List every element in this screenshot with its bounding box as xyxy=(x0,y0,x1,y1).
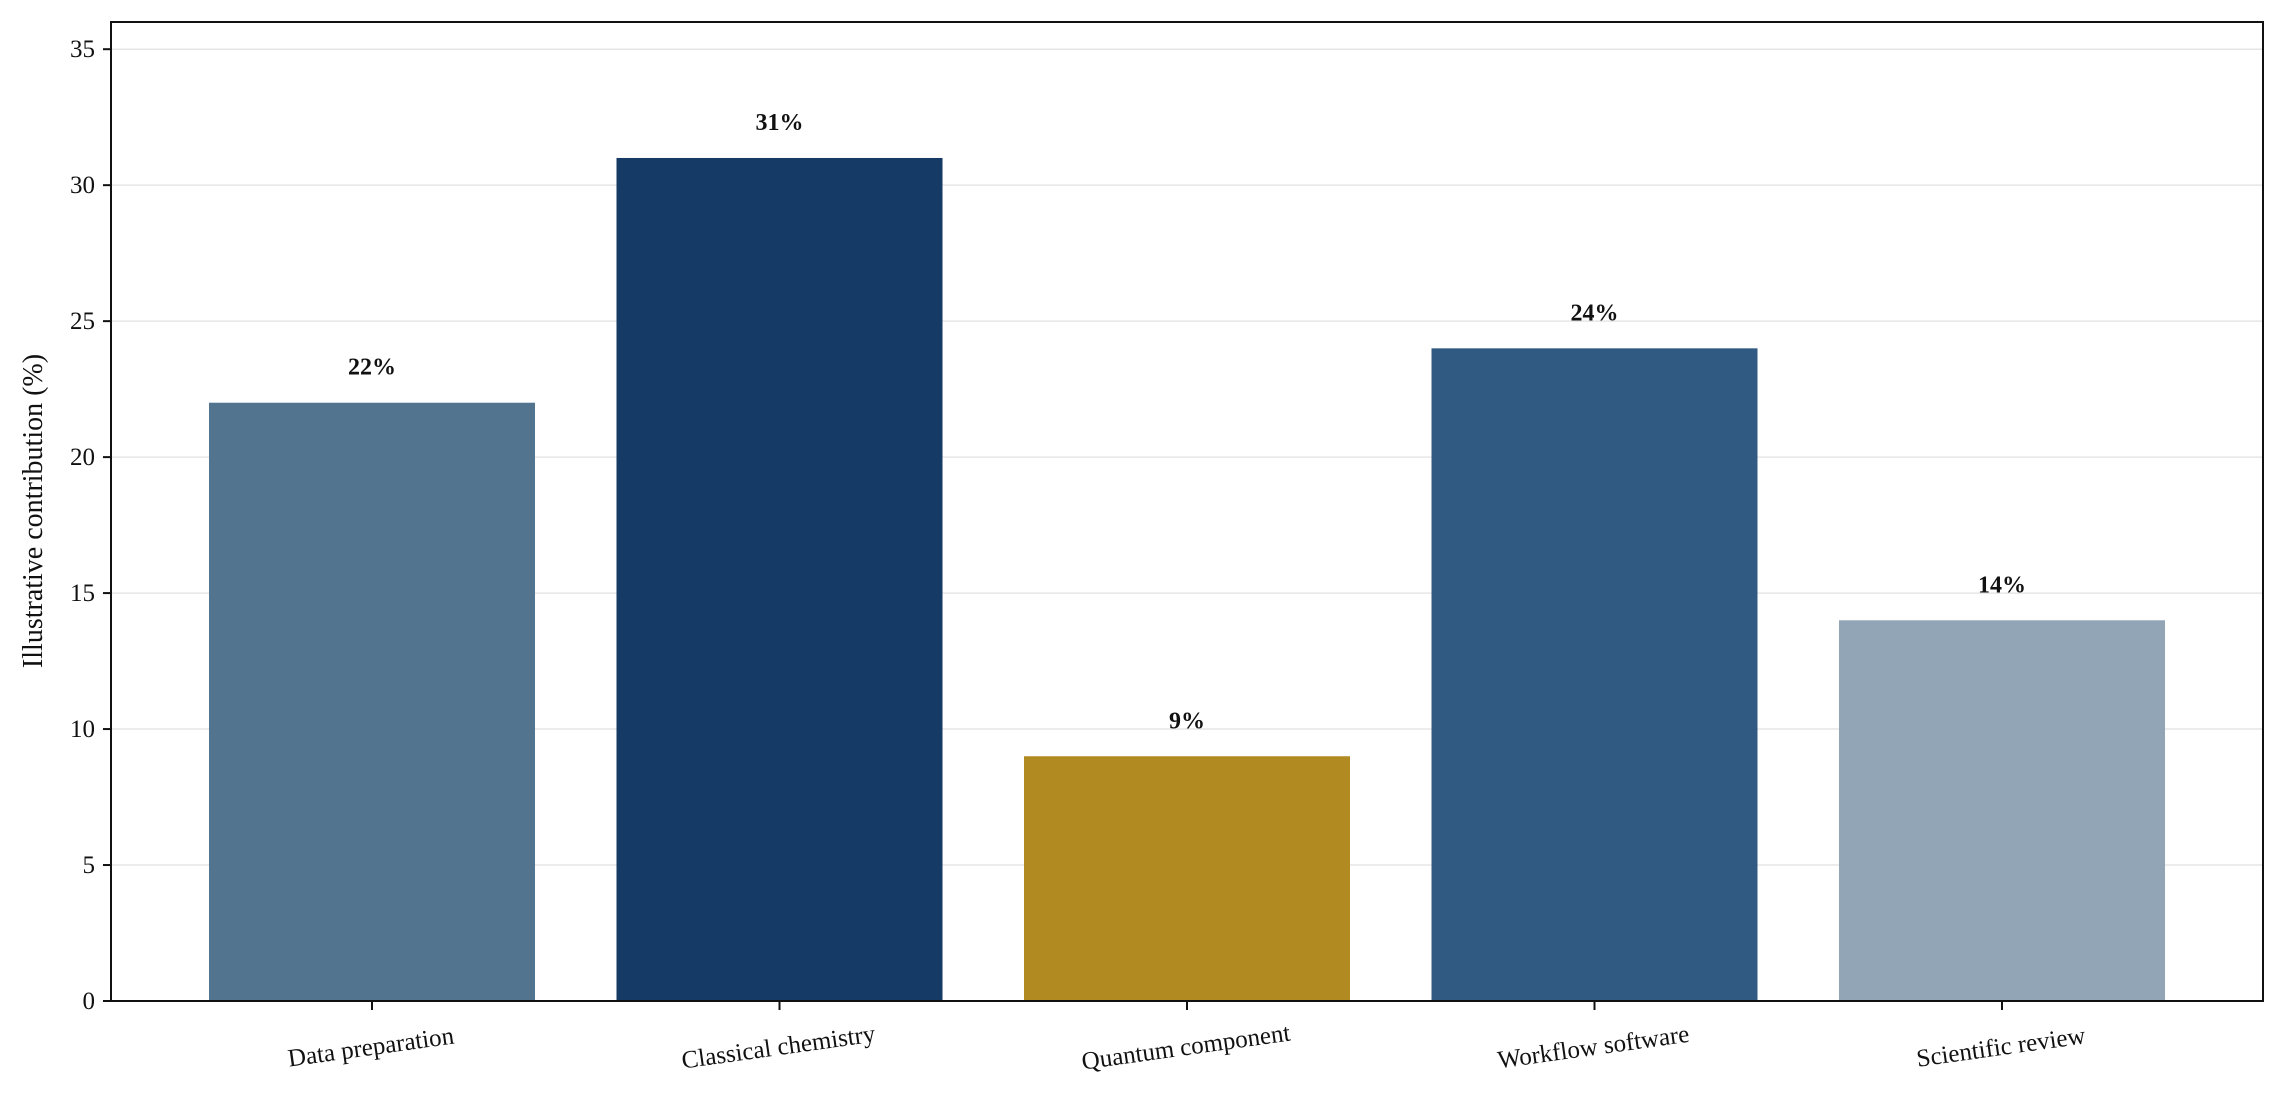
x-tick-label: Classical chemistry xyxy=(680,1021,877,1075)
bar xyxy=(1024,756,1350,1001)
y-tick-label: 30 xyxy=(70,172,95,199)
x-tick-label: Data preparation xyxy=(286,1022,456,1072)
data-label: 22% xyxy=(348,355,396,381)
y-tick-label: 25 xyxy=(70,308,95,335)
bar xyxy=(1431,348,1758,1001)
x-tick-label: Quantum component xyxy=(1080,1020,1292,1076)
y-tick-label: 5 xyxy=(83,852,96,879)
y-tick-label: 15 xyxy=(70,580,95,607)
y-axis-ticks: 0 5 10 15 20 25 30 35 xyxy=(70,36,111,1015)
data-label: 31% xyxy=(756,110,804,136)
y-tick-label: 20 xyxy=(70,444,95,471)
y-tick-label: 10 xyxy=(70,716,95,743)
data-label: 9% xyxy=(1169,708,1205,734)
y-axis-label: Illustrative contribution (%) xyxy=(18,354,49,668)
data-labels: 22% 31% 9% 24% 14% xyxy=(348,110,2026,734)
data-label: 14% xyxy=(1978,572,2026,598)
x-tick-label: Workflow software xyxy=(1496,1021,1691,1075)
x-tick-label: Scientific review xyxy=(1915,1022,2087,1072)
bar xyxy=(1839,620,2165,1001)
bar xyxy=(209,402,535,1001)
bars xyxy=(209,157,2165,1001)
data-label: 24% xyxy=(1571,300,1619,326)
y-tick-label: 35 xyxy=(70,36,95,63)
y-tick-label: 0 xyxy=(83,988,96,1015)
x-axis-ticks: Data preparation Classical chemistry Quant… xyxy=(286,1001,2087,1076)
bar xyxy=(616,157,943,1001)
